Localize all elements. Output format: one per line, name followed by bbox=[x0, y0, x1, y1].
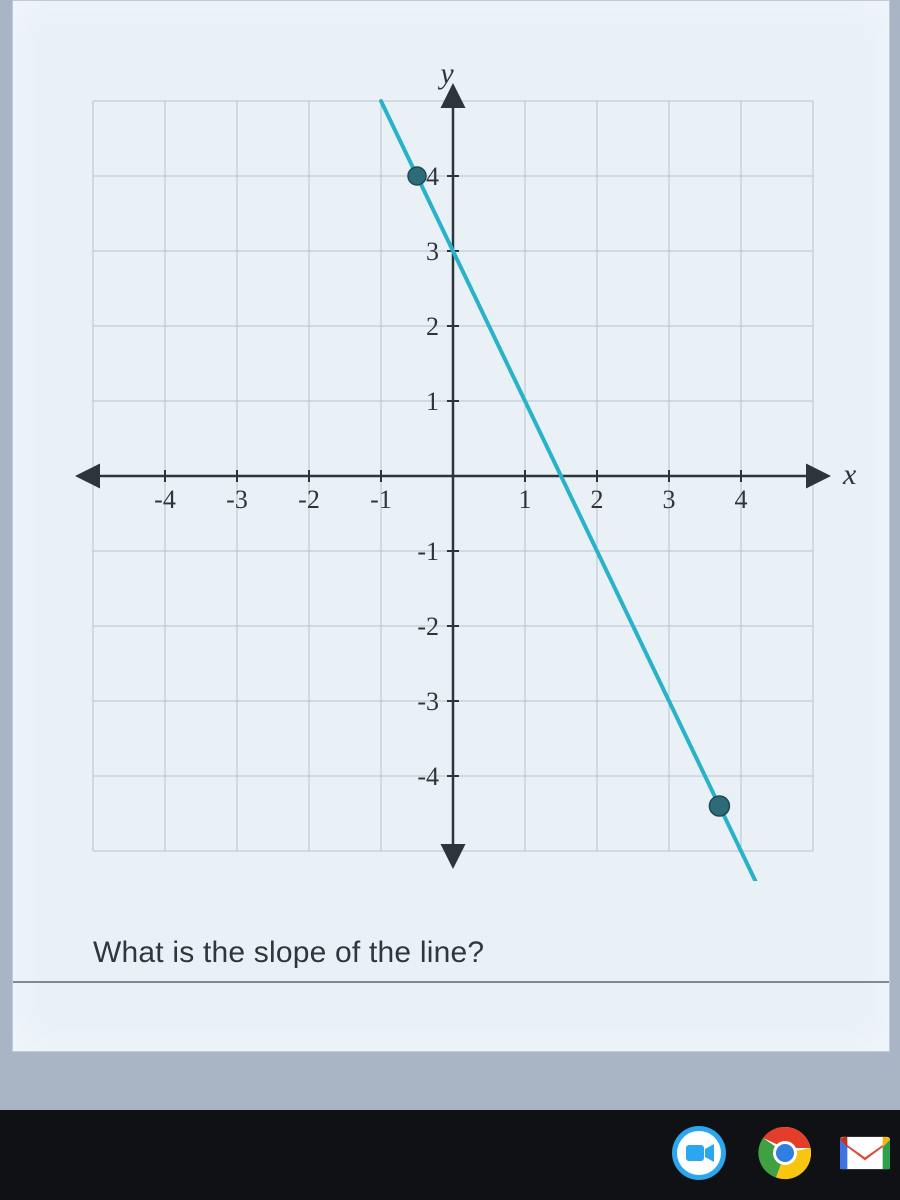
svg-text:-2: -2 bbox=[298, 485, 320, 514]
svg-text:-1: -1 bbox=[417, 537, 439, 566]
svg-text:-3: -3 bbox=[226, 485, 248, 514]
gmail-icon[interactable] bbox=[840, 1122, 890, 1184]
svg-text:-4: -4 bbox=[417, 762, 439, 791]
svg-text:1: 1 bbox=[426, 387, 439, 416]
svg-text:2: 2 bbox=[591, 485, 604, 514]
svg-text:-2: -2 bbox=[417, 612, 439, 641]
chrome-icon[interactable] bbox=[754, 1122, 816, 1184]
svg-text:3: 3 bbox=[426, 237, 439, 266]
svg-text:x: x bbox=[842, 458, 857, 491]
svg-text:3: 3 bbox=[663, 485, 676, 514]
video-call-icon[interactable] bbox=[668, 1122, 730, 1184]
screenshot-root: -4 -3 -2 -1 1 2 3 4 4 3 2 1 -1 -2 -3 -4 x y What is the s… bbox=[0, 0, 900, 1200]
svg-text:4: 4 bbox=[426, 162, 439, 191]
svg-text:-1: -1 bbox=[370, 485, 392, 514]
svg-text:y: y bbox=[437, 61, 454, 90]
question-text: What is the slope of the line? bbox=[93, 936, 484, 970]
svg-text:4: 4 bbox=[735, 485, 748, 514]
horizontal-rule bbox=[13, 981, 889, 983]
worksheet-paper: -4 -3 -2 -1 1 2 3 4 4 3 2 1 -1 -2 -3 -4 x y What is the s… bbox=[12, 0, 890, 1052]
taskbar bbox=[0, 1110, 900, 1200]
coordinate-chart: -4 -3 -2 -1 1 2 3 4 4 3 2 1 -1 -2 -3 -4 x y bbox=[63, 61, 863, 881]
svg-text:-4: -4 bbox=[154, 485, 176, 514]
svg-text:-3: -3 bbox=[417, 687, 439, 716]
taskbar-icons bbox=[668, 1122, 890, 1184]
svg-text:2: 2 bbox=[426, 312, 439, 341]
svg-text:1: 1 bbox=[519, 485, 532, 514]
